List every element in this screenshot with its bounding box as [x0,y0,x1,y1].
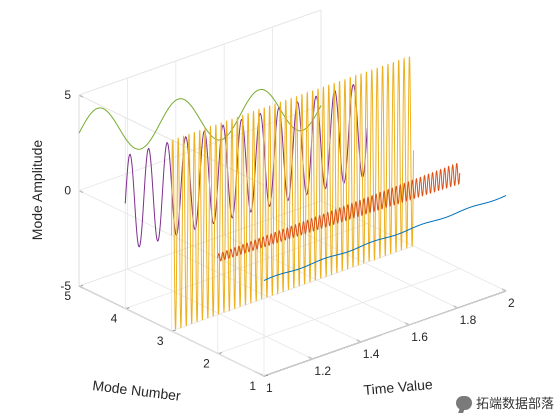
x-tick-label: 1.4 [363,347,380,361]
z-tick-label: 0 [64,184,71,198]
series-line-mode-3 [171,56,414,330]
grid-line-y [171,245,414,332]
x-axis-label: Time Value [363,376,434,398]
grid-line-y [217,268,460,354]
x-tick-label: 1 [266,381,273,395]
y-axis-label: Mode Number [92,377,182,404]
watermark: 拓端数据部落 [455,393,554,412]
series-line-mode-4 [124,83,368,248]
x-tick-label: 1.8 [460,313,477,327]
series-line-mode-2 [217,162,461,262]
grid-line-z [78,285,265,377]
grid-line-y [263,290,507,377]
x-tick-label: 1.6 [411,330,428,344]
x-tick-label: 1.2 [314,364,331,378]
x-tick-label: 2 [508,296,515,310]
grid-line-z [78,200,322,287]
y-tick-label: 5 [64,289,71,303]
watermark-text: 拓端数据部落 [475,396,554,411]
z-tick-label: -5 [60,279,71,293]
grid-line-z [78,9,322,96]
y-tick-label: 4 [111,312,118,326]
z-axis-label: Mode Amplitude [29,140,45,241]
series-line-mode-1 [263,195,507,281]
y-tick-label: 1 [249,379,256,393]
chat-bubble-icon [455,395,472,410]
series-group [78,56,507,330]
y-tick-label: 3 [157,334,164,348]
z-tick-label: 5 [64,88,71,102]
y-tick-label: 2 [203,357,210,371]
